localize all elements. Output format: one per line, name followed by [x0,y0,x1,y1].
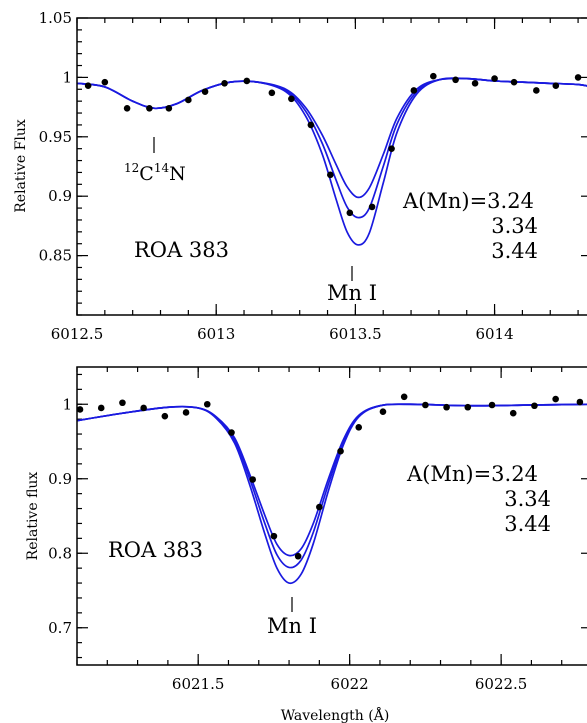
bottom-abundance-label: A(Mn)=3.24 [406,462,538,486]
bottom-tick-labels: 6021.5 6022 6022.5 0.7 0.8 0.9 1 [48,395,527,693]
cn-label: 12C14N [124,161,186,185]
observed-point [203,400,211,408]
observed-point [249,476,257,483]
y-tick-label: 0.9 [48,470,72,488]
cn-iso-2: 14 [154,161,170,175]
observed-point [422,401,429,409]
observed-point [316,503,323,511]
observed-point [221,80,228,87]
observed-point [294,552,302,560]
observed-point [268,89,276,97]
observed-point [452,76,459,84]
observed-point [165,104,173,112]
y-tick-label: 1 [62,68,72,86]
observed-point [123,104,131,112]
observed-point [471,80,479,87]
y-tick-label: 0.9 [48,187,72,205]
observed-point [270,532,278,540]
observed-point [410,87,418,94]
bottom-xlabel: Wavelength (Å) [281,706,390,723]
observed-point [146,104,153,112]
x-tick-label: 6022 [331,675,369,693]
observed-point [368,203,376,211]
observed-point [464,403,472,411]
top-tick-labels: 6012.5 6013 6013.5 6014 0.85 0.9 0.95 1 1.05 [39,9,514,343]
top-star-label: ROA 383 [134,238,229,262]
bottom-plot-frame [76,366,587,666]
y-tick-label: 0.7 [48,619,72,637]
observed-point [288,95,295,103]
observed-point [443,403,450,411]
observed-point [509,409,517,417]
top-abundance-value-3: 3.44 [491,239,538,263]
observed-point [491,75,498,82]
bottom-star-label: ROA 383 [108,538,203,562]
top-abundance-value-2: 3.34 [491,214,538,238]
observed-point [243,77,251,85]
top-ylabel: Relative Flux [13,119,29,213]
observed-point [307,121,315,129]
bottom-abundance-value-3: 3.44 [504,512,551,536]
observed-point [84,82,92,90]
x-tick-label: 6022.5 [475,675,528,693]
model-spectrum-3.44 [76,403,587,585]
observed-point [119,399,126,407]
observed-point [355,424,363,431]
observed-point [161,412,169,420]
y-tick-label: 1 [62,395,72,413]
observed-point [388,145,395,152]
observed-point [576,398,584,406]
observed-point [552,395,559,403]
panel-top: 6012.5 6013 6013.5 6014 0.85 0.9 0.95 1 1.05 Rel… [13,9,587,343]
observed-point [346,209,354,217]
x-tick-label: 6014 [475,325,513,343]
y-tick-label: 0.8 [48,544,72,562]
observed-point [533,87,540,94]
observed-point [337,447,344,455]
observed-point [400,393,408,401]
observed-point [97,404,105,412]
observed-point [228,429,235,436]
x-tick-label: 6013 [197,325,235,343]
observed-point [101,78,109,86]
observed-point [327,171,334,179]
top-abundance-label: A(Mn)=3.24 [402,189,534,213]
bottom-ylabel: Relative flux [25,472,41,561]
cn-iso-1: 12 [124,161,139,175]
observed-point [201,88,209,95]
bottom-observed-spectrum [76,393,584,560]
x-tick-label: 6013.5 [329,325,382,343]
cn-elem-1: C [139,163,154,185]
observed-point [182,409,190,416]
top-observed-spectrum [84,72,582,217]
observed-point [510,78,518,86]
y-tick-label: 1.05 [39,9,72,27]
bottom-model-spectra [76,403,587,585]
x-tick-label: 6012.5 [51,325,104,343]
observed-point [531,402,538,410]
bottom-abundance-value-2: 3.34 [504,487,551,511]
cn-elem-2: N [169,163,186,185]
y-tick-label: 0.95 [39,128,72,146]
observed-point [76,406,84,413]
observed-point [430,72,437,80]
bottom-mn-label: Mn I [267,614,317,638]
observed-point [488,401,496,409]
panel-bottom: 6021.5 6022 6022.5 0.7 0.8 0.9 1 Relative flux… [25,366,587,723]
top-plot-frame [76,17,587,316]
x-tick-label: 6021.5 [172,675,225,693]
observed-point [552,82,560,90]
observed-point [185,96,192,104]
top-mn-label: Mn I [327,281,377,305]
observed-point [379,408,387,416]
y-tick-label: 0.85 [39,247,72,265]
observed-point [574,74,582,81]
observed-point [140,404,147,412]
